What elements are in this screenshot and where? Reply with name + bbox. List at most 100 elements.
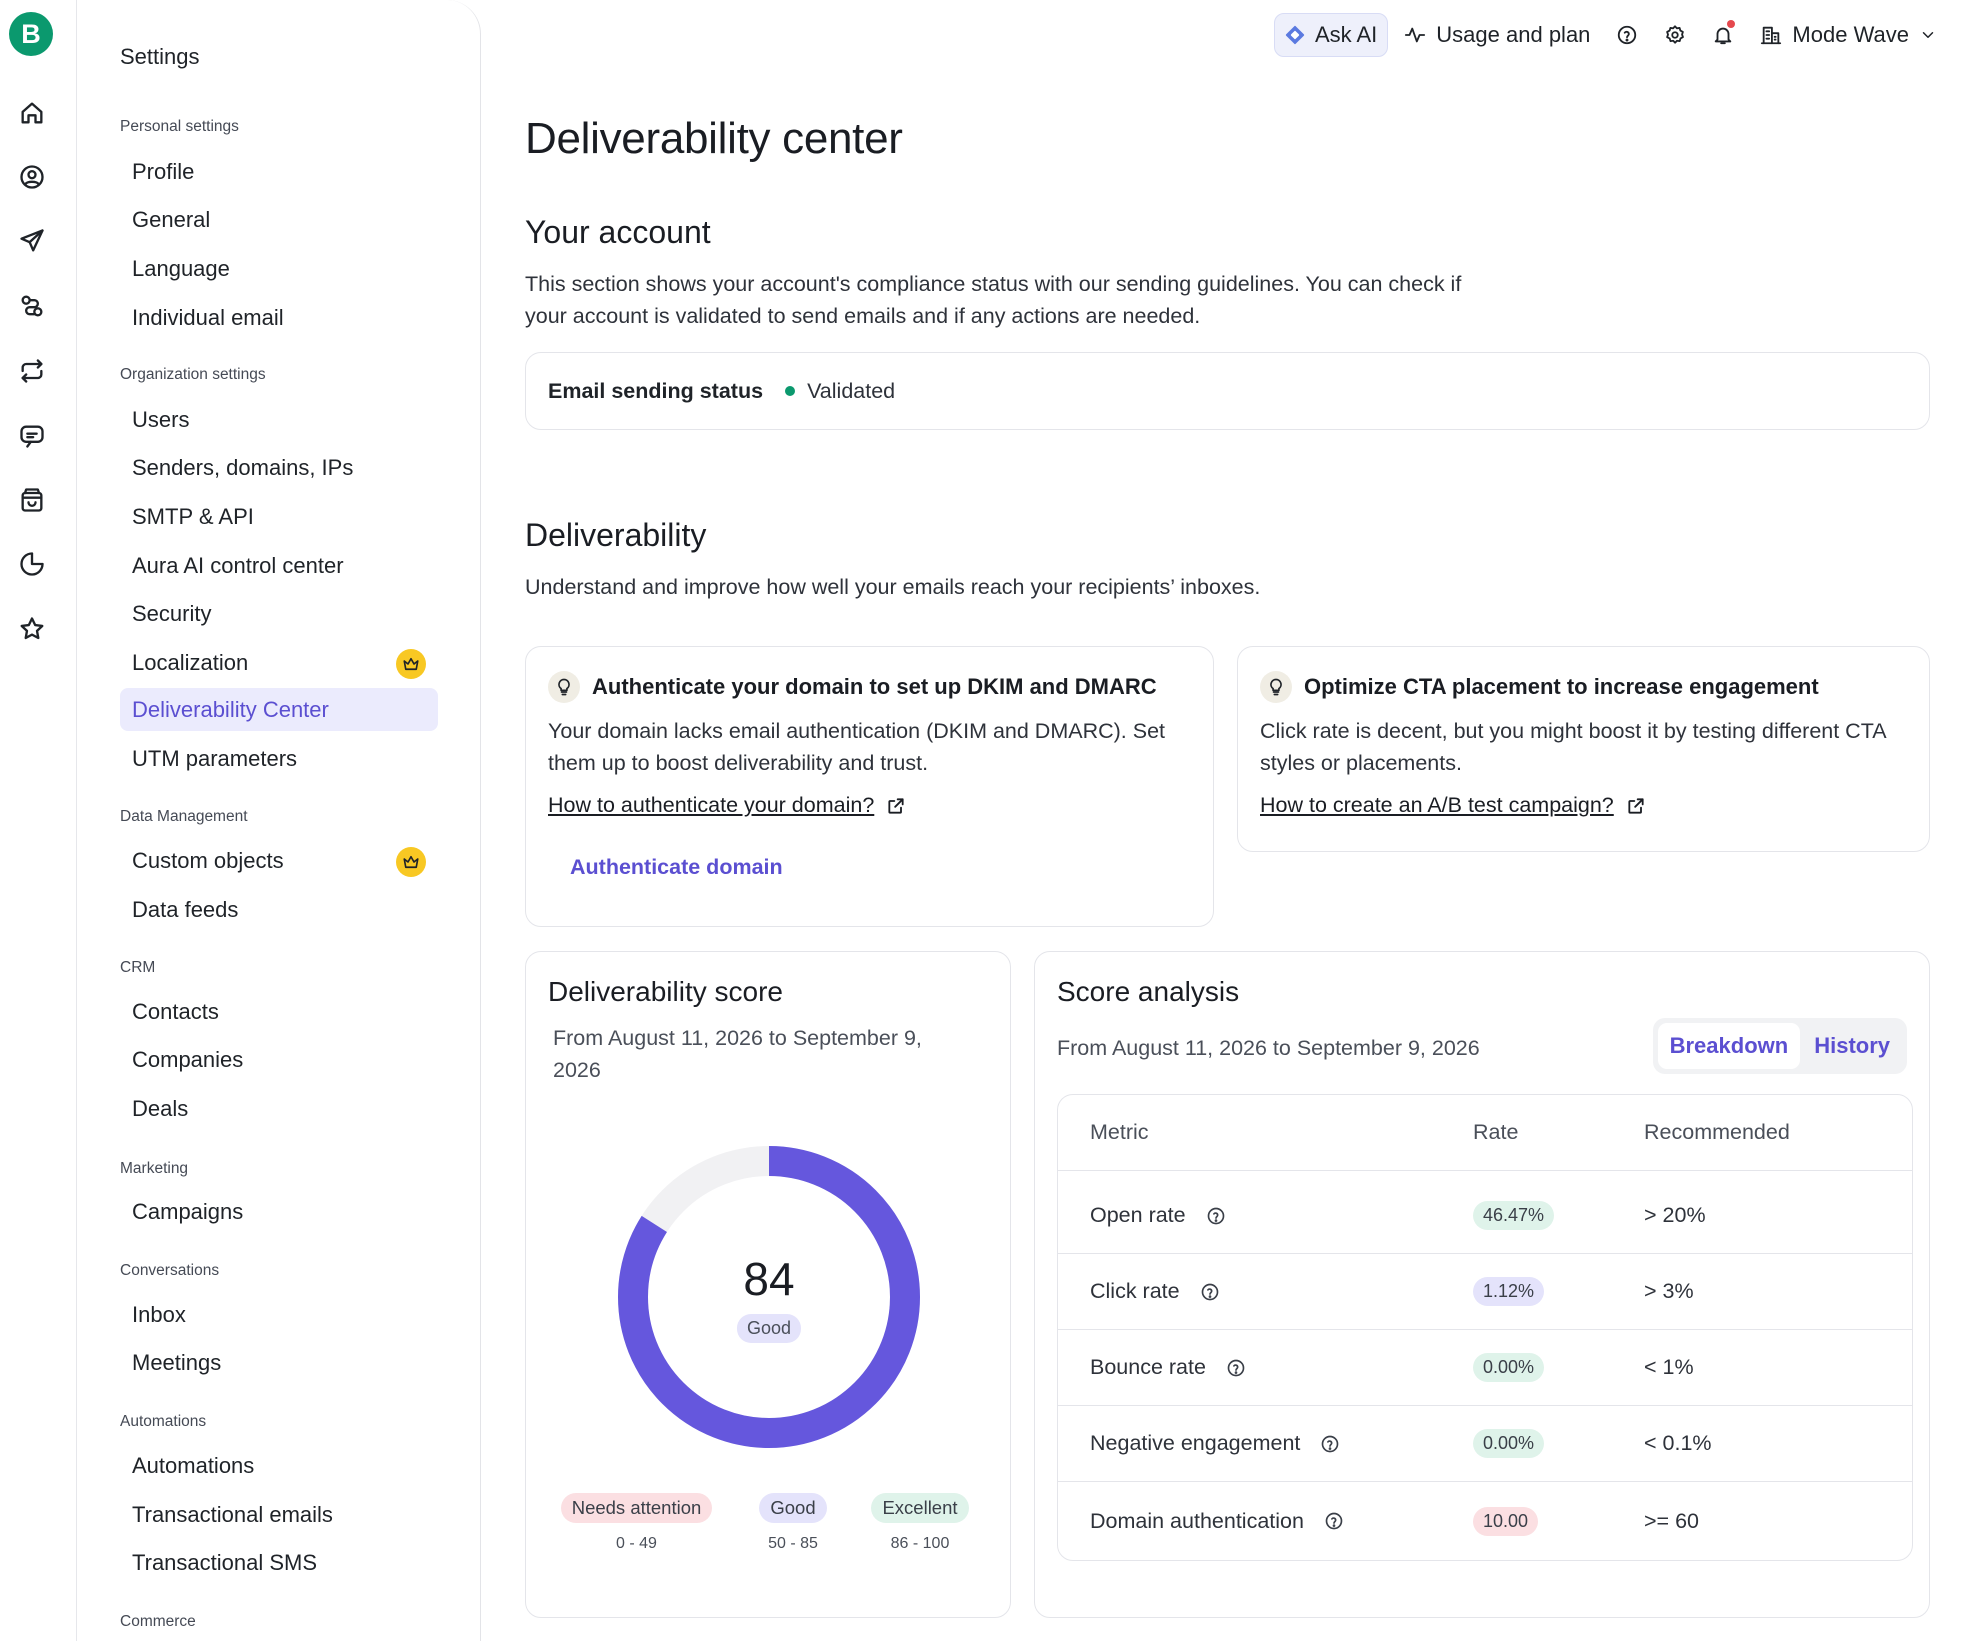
- sidebar-item-data-feeds[interactable]: Data feeds: [132, 896, 239, 922]
- transactional-icon[interactable]: [13, 352, 51, 390]
- section-organization: Organization settings: [120, 366, 266, 383]
- sidebar-item-general[interactable]: General: [132, 206, 211, 232]
- metric-recommended: > 20%: [1644, 1203, 1706, 1227]
- section-marketing: Marketing: [120, 1160, 189, 1177]
- sidebar-item-security[interactable]: Security: [132, 600, 212, 626]
- rate-badge: 0.00%: [1473, 1353, 1545, 1382]
- metric-label: Negative engagement: [1090, 1431, 1301, 1455]
- section-automations: Automations: [120, 1413, 207, 1430]
- account-name: Mode Wave: [1792, 22, 1909, 47]
- rate-badge: 0.00%: [1473, 1429, 1545, 1458]
- score-status-badge: Good: [736, 1314, 802, 1343]
- usage-plan-button[interactable]: Usage and plan: [1394, 13, 1600, 57]
- tip-help-link-text: How to create an A/B test campaign?: [1260, 793, 1614, 817]
- legend-excellent: Excellent 86 - 100: [865, 1493, 975, 1553]
- tab-history[interactable]: History: [1814, 1033, 1890, 1058]
- crown-icon: [396, 649, 426, 679]
- table-row: Negative engagement 0.00% < 0.1%: [1058, 1406, 1912, 1482]
- tab-breakdown[interactable]: Breakdown: [1657, 1023, 1801, 1069]
- sending-status-value: Validated: [807, 378, 896, 403]
- metric-name: Domain authentication: [1090, 1482, 1344, 1560]
- sidebar-item-meetings[interactable]: Meetings: [132, 1349, 222, 1375]
- sidebar-item-smtp[interactable]: SMTP & API: [132, 503, 254, 529]
- your-account-description: This section shows your account's compli…: [525, 272, 1462, 328]
- section-data-management: Data Management: [120, 808, 248, 825]
- reports-icon[interactable]: [13, 545, 51, 583]
- conversations-icon[interactable]: [13, 417, 51, 455]
- help-circle-icon[interactable]: [1320, 1434, 1340, 1454]
- tip-help-link[interactable]: How to create an A/B test campaign?: [1260, 793, 1646, 818]
- metric-name: Open rate: [1090, 1178, 1226, 1253]
- metric-rate: 46.47%: [1473, 1178, 1555, 1253]
- sidebar-item-automations[interactable]: Automations: [132, 1452, 255, 1478]
- lightbulb-icon: [548, 671, 580, 703]
- sidebar-item-deliverability[interactable]: Deliverability Center: [120, 688, 438, 731]
- sidebar-item-profile[interactable]: Profile: [132, 158, 195, 184]
- notifications-button[interactable]: [1702, 13, 1744, 57]
- settings-sidebar: Settings Personal settings Profile Gener…: [77, 0, 481, 1641]
- sidebar-item-campaigns[interactable]: Campaigns: [132, 1198, 244, 1224]
- legend-needs-attention: Needs attention 0 - 49: [554, 1493, 719, 1553]
- donut-progress: [618, 1146, 920, 1448]
- tip-help-link[interactable]: How to authenticate your domain?: [548, 793, 906, 818]
- crown-icon: [396, 847, 426, 877]
- sidebar-title: Settings: [120, 44, 200, 69]
- metric-name: Bounce rate: [1090, 1330, 1246, 1405]
- tip-card-cta: Optimize CTA placement to increase engag…: [1237, 646, 1930, 852]
- sidebar-item-individual-email[interactable]: Individual email: [132, 304, 284, 330]
- authenticate-domain-button[interactable]: Authenticate domain: [570, 855, 783, 879]
- sidebar-item-users[interactable]: Users: [132, 406, 190, 432]
- legend-good: Good 50 - 85: [744, 1493, 842, 1553]
- contacts-icon[interactable]: [13, 158, 51, 196]
- help-circle-icon[interactable]: [1206, 1206, 1226, 1226]
- help-circle-icon[interactable]: [1226, 1358, 1246, 1378]
- score-title: Deliverability score: [548, 976, 783, 1007]
- sidebar-item-transactional-sms[interactable]: Transactional SMS: [132, 1549, 318, 1575]
- sidebar-item-localization[interactable]: Localization: [120, 641, 438, 684]
- metric-recommended: >= 60: [1644, 1508, 1699, 1533]
- account-switcher[interactable]: Mode Wave: [1750, 13, 1947, 57]
- sidebar-item-utm[interactable]: UTM parameters: [132, 745, 298, 771]
- tip-card-authenticate: Authenticate your domain to set up DKIM …: [525, 646, 1214, 927]
- sending-status-card: Email sending status Validated: [525, 352, 1930, 430]
- building-icon: [1761, 26, 1782, 45]
- favorites-icon[interactable]: [13, 610, 51, 648]
- analysis-title: Score analysis: [1057, 976, 1240, 1007]
- automation-icon[interactable]: [13, 287, 51, 325]
- column-metric: Metric: [1090, 1120, 1149, 1144]
- deliverability-description: Understand and improve how well your ema…: [525, 575, 1261, 599]
- home-icon[interactable]: [13, 94, 51, 132]
- sidebar-item-senders[interactable]: Senders, domains, IPs: [132, 454, 354, 480]
- tip-title: Optimize CTA placement to increase engag…: [1260, 671, 1819, 703]
- commerce-icon[interactable]: [13, 481, 51, 519]
- sidebar-item-aura[interactable]: Aura AI control center: [132, 552, 344, 578]
- help-icon: [1618, 25, 1637, 45]
- deliverability-heading: Deliverability: [525, 517, 707, 553]
- sidebar-item-companies[interactable]: Companies: [132, 1046, 244, 1072]
- sidebar-item-custom-objects[interactable]: Custom objects: [120, 839, 438, 882]
- your-account-heading: Your account: [525, 214, 711, 250]
- legend-range: 0 - 49: [616, 1535, 657, 1552]
- sidebar-item-contacts[interactable]: Contacts: [132, 998, 219, 1024]
- bell-icon: [1715, 27, 1732, 45]
- section-commerce: Commerce: [120, 1613, 196, 1630]
- metrics-table: Metric Rate Recommended Open rate 46.47%…: [1057, 1094, 1913, 1561]
- settings-button[interactable]: [1654, 13, 1696, 57]
- sidebar-item-transactional-emails[interactable]: Transactional emails: [132, 1501, 333, 1527]
- sidebar-item-deals[interactable]: Deals: [132, 1095, 189, 1121]
- help-button[interactable]: [1606, 13, 1648, 57]
- metric-name: Click rate: [1090, 1254, 1220, 1329]
- column-recommended: Recommended: [1644, 1120, 1790, 1144]
- external-link-icon: [1628, 797, 1644, 814]
- ask-ai-button[interactable]: Ask AI: [1273, 13, 1389, 57]
- sidebar-item-inbox[interactable]: Inbox: [132, 1301, 186, 1327]
- help-circle-icon[interactable]: [1200, 1282, 1220, 1302]
- send-icon[interactable]: [13, 222, 51, 260]
- sidebar-item-language[interactable]: Language: [132, 255, 230, 281]
- help-circle-icon[interactable]: [1324, 1511, 1344, 1531]
- brand-logo[interactable]: B: [9, 12, 53, 56]
- metric-label: Domain authentication: [1090, 1508, 1304, 1533]
- tip-title-text: Optimize CTA placement to increase engag…: [1304, 674, 1819, 699]
- metric-rate: 0.00%: [1473, 1406, 1545, 1481]
- legend-range: 86 - 100: [890, 1535, 950, 1552]
